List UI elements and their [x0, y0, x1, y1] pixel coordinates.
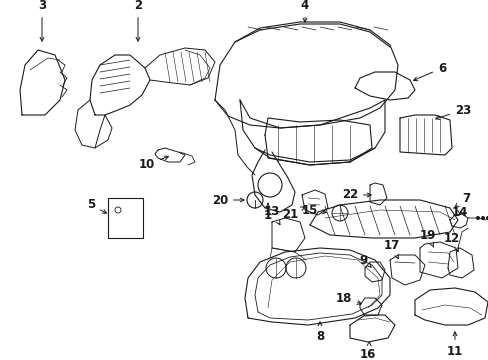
Bar: [108, 198, 142, 238]
Text: 17: 17: [383, 239, 399, 258]
Text: 20: 20: [211, 194, 244, 207]
Circle shape: [475, 216, 479, 220]
Text: 7: 7: [454, 192, 469, 207]
Text: 1: 1: [264, 203, 271, 222]
Text: 10: 10: [139, 156, 168, 171]
Text: 9: 9: [359, 253, 370, 267]
Text: 21: 21: [281, 207, 304, 221]
Text: 6: 6: [413, 62, 446, 81]
Text: 2: 2: [134, 0, 142, 41]
Text: 16: 16: [359, 342, 375, 360]
Text: 14: 14: [451, 206, 467, 219]
Text: 5: 5: [86, 198, 106, 213]
Circle shape: [480, 216, 484, 220]
Text: 11: 11: [446, 332, 462, 358]
Text: 3: 3: [38, 0, 46, 41]
Text: 12: 12: [443, 232, 459, 252]
Text: 19: 19: [419, 229, 435, 247]
Text: 22: 22: [341, 189, 370, 202]
Text: 13: 13: [264, 205, 280, 225]
Text: 18: 18: [335, 292, 361, 305]
Circle shape: [485, 216, 488, 220]
Text: 4: 4: [300, 0, 308, 22]
Text: 15: 15: [301, 203, 325, 216]
Text: 8: 8: [315, 322, 324, 343]
Text: 23: 23: [435, 104, 470, 120]
